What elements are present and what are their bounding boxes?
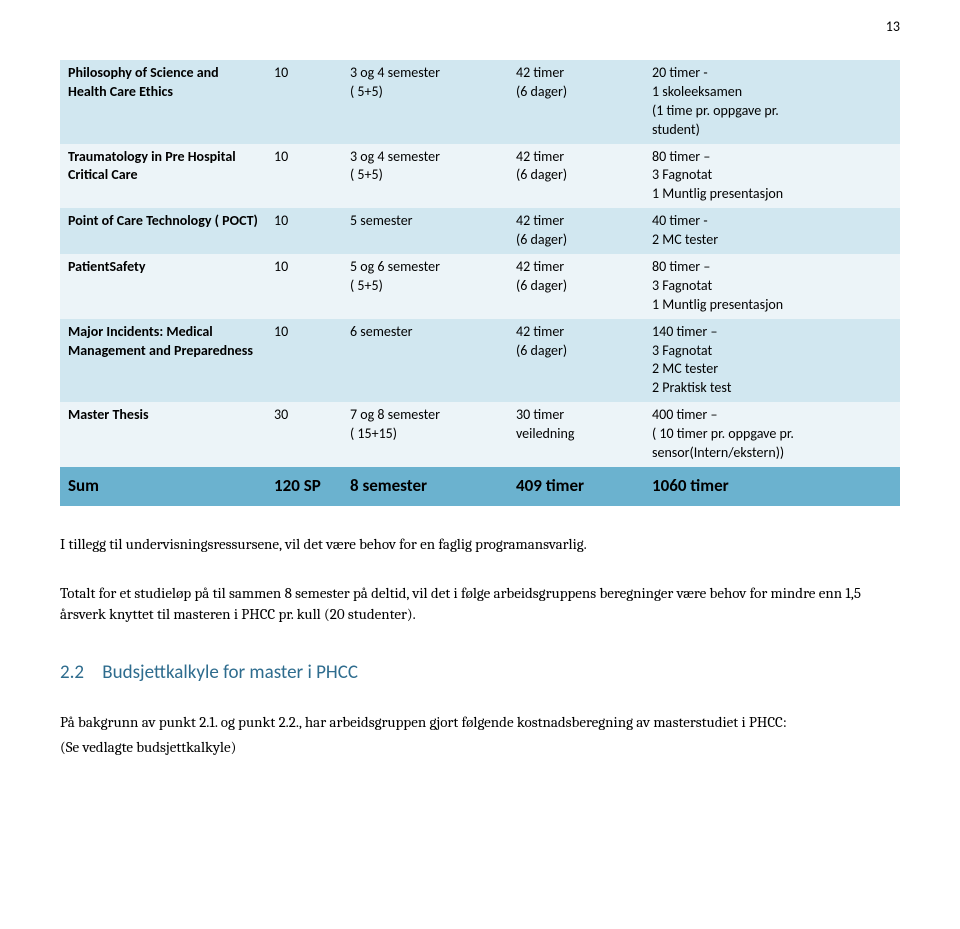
course-credits: 10 — [266, 319, 342, 403]
course-table: Philosophy of Science and Health Care Et… — [60, 60, 900, 506]
sum-label: Sum — [60, 467, 266, 506]
heading-text: Budsjettkalkyle for master i PHCC — [102, 661, 358, 684]
course-semester: 5 semester — [342, 208, 508, 254]
course-credits: 30 — [266, 402, 342, 467]
course-workload: 80 timer – 3 Fagnotat 1 Muntlig presenta… — [644, 254, 900, 319]
course-hours: 42 timer (6 dager) — [508, 144, 644, 209]
course-name: PatientSafety — [60, 254, 266, 319]
course-hours: 42 timer (6 dager) — [508, 319, 644, 403]
course-credits: 10 — [266, 254, 342, 319]
table-sum-row: Sum 120 SP 8 semester 409 timer 1060 tim… — [60, 467, 900, 506]
course-semester: 5 og 6 semester ( 5+5) — [342, 254, 508, 319]
sum-hours: 409 timer — [508, 467, 644, 506]
course-hours: 42 timer (6 dager) — [508, 60, 644, 144]
course-hours: 42 timer (6 dager) — [508, 254, 644, 319]
course-name: Point of Care Technology ( POCT) — [60, 208, 266, 254]
course-credits: 10 — [266, 60, 342, 144]
course-hours: 30 timer veiledning — [508, 402, 644, 467]
table-row: Master Thesis 30 7 og 8 semester ( 15+15… — [60, 402, 900, 467]
table-row: Traumatology in Pre Hospital Critical Ca… — [60, 144, 900, 209]
course-credits: 10 — [266, 144, 342, 209]
body-paragraph: På bakgrunn av punkt 2.1. og punkt 2.2.,… — [60, 712, 900, 733]
course-workload: 400 timer – ( 10 timer pr. oppgave pr. s… — [644, 402, 900, 467]
course-semester: 3 og 4 semester ( 5+5) — [342, 144, 508, 209]
table-row: Philosophy of Science and Health Care Et… — [60, 60, 900, 144]
course-name: Major Incidents: Medical Management and … — [60, 319, 266, 403]
course-workload: 20 timer - 1 skoleeksamen (1 time pr. op… — [644, 60, 900, 144]
body-paragraph: I tillegg til undervisningsressursene, v… — [60, 534, 900, 555]
course-name: Master Thesis — [60, 402, 266, 467]
table-row: Major Incidents: Medical Management and … — [60, 319, 900, 403]
sum-semester: 8 semester — [342, 467, 508, 506]
course-name: Traumatology in Pre Hospital Critical Ca… — [60, 144, 266, 209]
course-name: Philosophy of Science and Health Care Et… — [60, 60, 266, 144]
course-credits: 10 — [266, 208, 342, 254]
heading-number: 2.2 — [60, 661, 98, 684]
body-paragraph: (Se vedlagte budsjettkalkyle) — [60, 737, 900, 758]
table-row: Point of Care Technology ( POCT) 10 5 se… — [60, 208, 900, 254]
course-semester: 6 semester — [342, 319, 508, 403]
course-workload: 140 timer – 3 Fagnotat 2 MC tester 2 Pra… — [644, 319, 900, 403]
table-row: PatientSafety 10 5 og 6 semester ( 5+5) … — [60, 254, 900, 319]
page-number: 13 — [886, 18, 900, 35]
sum-workload: 1060 timer — [644, 467, 900, 506]
course-workload: 80 timer – 3 Fagnotat 1 Muntlig presenta… — [644, 144, 900, 209]
course-workload: 40 timer - 2 MC tester — [644, 208, 900, 254]
course-hours: 42 timer (6 dager) — [508, 208, 644, 254]
body-paragraph: Totalt for et studieløp på til sammen 8 … — [60, 583, 900, 625]
course-semester: 7 og 8 semester ( 15+15) — [342, 402, 508, 467]
sum-credits: 120 SP — [266, 467, 342, 506]
course-semester: 3 og 4 semester ( 5+5) — [342, 60, 508, 144]
section-heading: 2.2 Budsjettkalkyle for master i PHCC — [60, 661, 900, 684]
